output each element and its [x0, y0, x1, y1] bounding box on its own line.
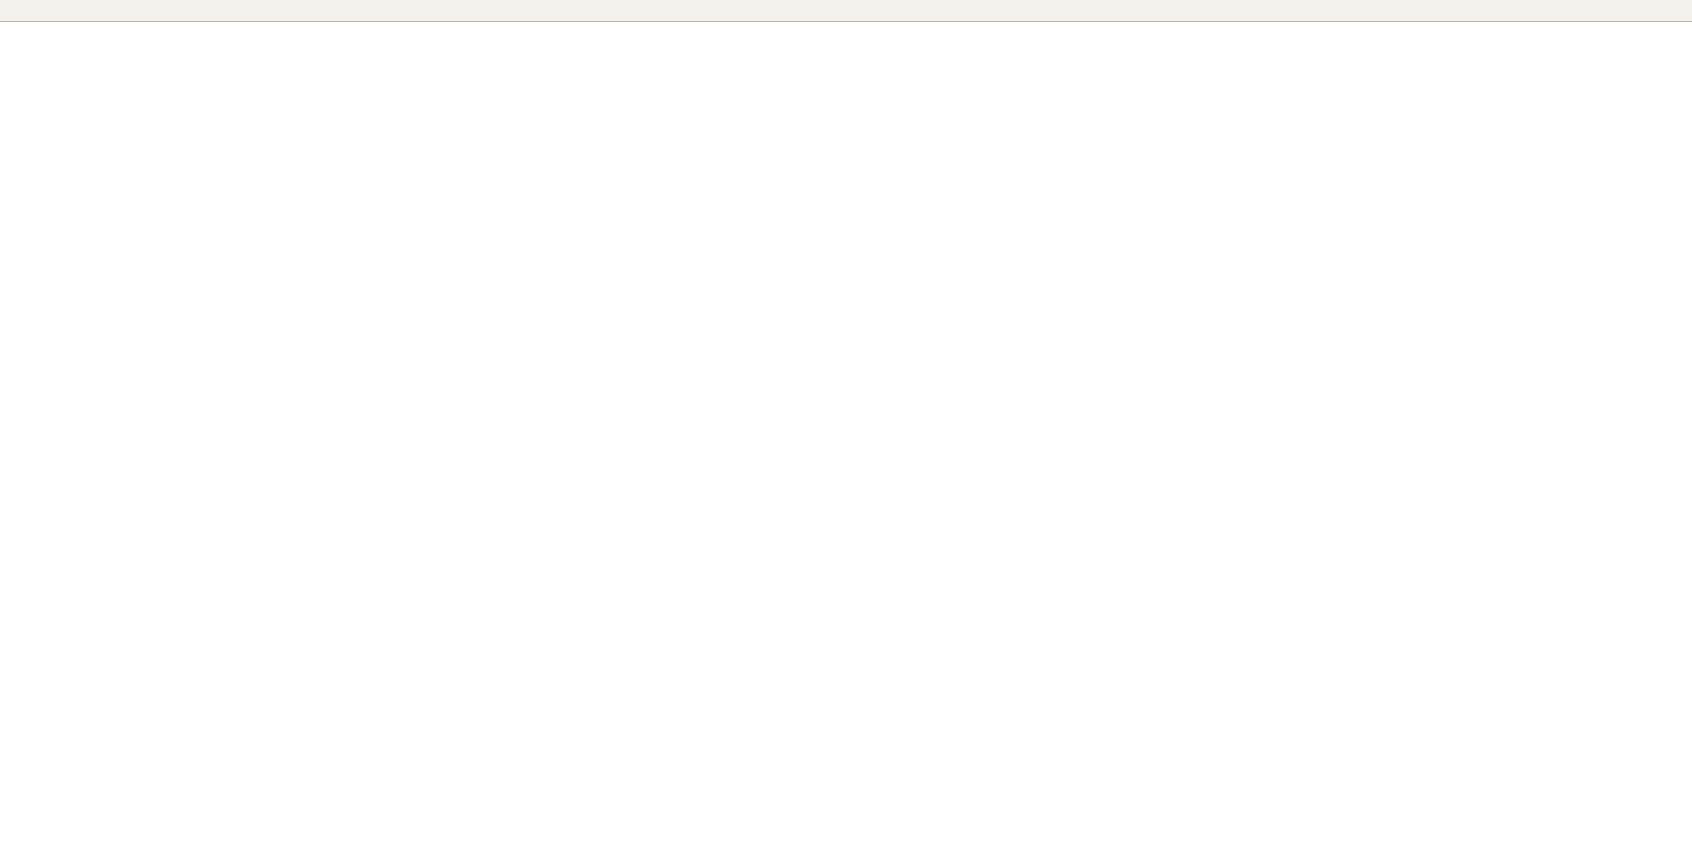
toolbar: [0, 0, 1692, 22]
